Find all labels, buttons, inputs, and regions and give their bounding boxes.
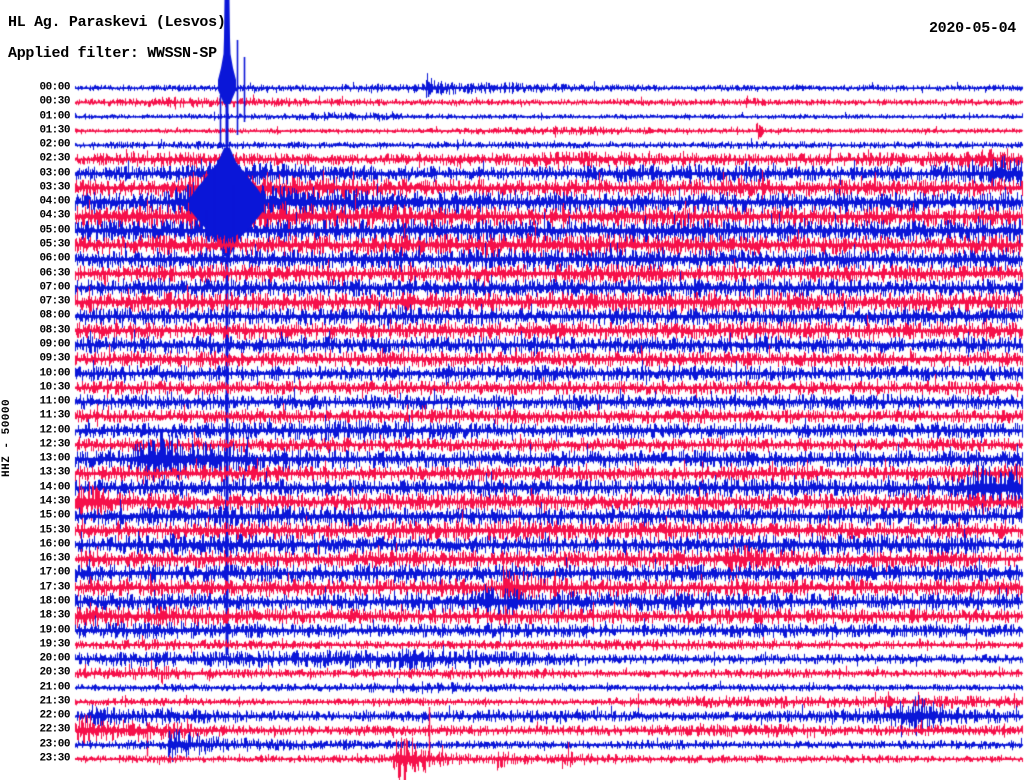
time-label-1230: 12:30 xyxy=(39,438,70,451)
time-label-1730: 17:30 xyxy=(39,581,70,594)
time-label-1130: 11:30 xyxy=(39,409,70,422)
time-label-0400: 04:00 xyxy=(39,195,70,208)
time-label-0000: 00:00 xyxy=(39,81,70,94)
time-label-1430: 14:30 xyxy=(39,495,70,508)
time-label-2230: 22:30 xyxy=(39,723,70,736)
time-label-0700: 07:00 xyxy=(39,281,70,294)
date-label: 2020-05-04 xyxy=(928,20,1016,37)
time-label-0230: 02:30 xyxy=(39,152,70,165)
time-label-2100: 21:00 xyxy=(39,681,70,694)
time-label-2130: 21:30 xyxy=(39,695,70,708)
time-label-2330: 23:30 xyxy=(39,752,70,765)
time-label-1300: 13:00 xyxy=(39,452,70,465)
time-label-1030: 10:30 xyxy=(39,381,70,394)
time-label-0100: 01:00 xyxy=(39,110,70,123)
time-label-0730: 07:30 xyxy=(39,295,70,308)
time-label-1200: 12:00 xyxy=(39,424,70,437)
time-label-1400: 14:00 xyxy=(39,481,70,494)
time-label-0030: 00:30 xyxy=(39,95,70,108)
time-label-0300: 03:00 xyxy=(39,167,70,180)
time-label-0800: 08:00 xyxy=(39,309,70,322)
time-label-1600: 16:00 xyxy=(39,538,70,551)
time-label-0130: 01:30 xyxy=(39,124,70,137)
time-label-1930: 19:30 xyxy=(39,638,70,651)
time-label-2000: 20:00 xyxy=(39,652,70,665)
time-label-2030: 20:30 xyxy=(39,666,70,679)
time-label-0600: 06:00 xyxy=(39,252,70,265)
time-label-1000: 10:00 xyxy=(39,367,70,380)
time-label-1830: 18:30 xyxy=(39,609,70,622)
time-label-0930: 09:30 xyxy=(39,352,70,365)
time-label-0330: 03:30 xyxy=(39,181,70,194)
time-label-1630: 16:30 xyxy=(39,552,70,565)
time-label-0500: 05:00 xyxy=(39,224,70,237)
time-label-0430: 04:30 xyxy=(39,209,70,222)
time-label-1900: 19:00 xyxy=(39,624,70,637)
time-label-0530: 05:30 xyxy=(39,238,70,251)
time-label-1330: 13:30 xyxy=(39,466,70,479)
time-label-1700: 17:00 xyxy=(39,566,70,579)
time-label-2300: 23:00 xyxy=(39,738,70,751)
time-label-0830: 08:30 xyxy=(39,324,70,337)
time-label-1100: 11:00 xyxy=(39,395,70,408)
time-label-0200: 02:00 xyxy=(39,138,70,151)
time-label-0630: 06:30 xyxy=(39,267,70,280)
time-label-1800: 18:00 xyxy=(39,595,70,608)
time-label-0900: 09:00 xyxy=(39,338,70,351)
applied-filter-label: Applied filter: WWSSN-SP xyxy=(8,45,217,62)
station-title: HL Ag. Paraskevi (Lesvos) xyxy=(8,14,226,31)
time-label-2200: 22:00 xyxy=(39,709,70,722)
time-label-1530: 15:30 xyxy=(39,524,70,537)
time-label-1500: 15:00 xyxy=(39,509,70,522)
